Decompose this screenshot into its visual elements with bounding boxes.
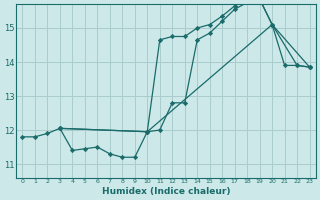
- X-axis label: Humidex (Indice chaleur): Humidex (Indice chaleur): [102, 187, 230, 196]
